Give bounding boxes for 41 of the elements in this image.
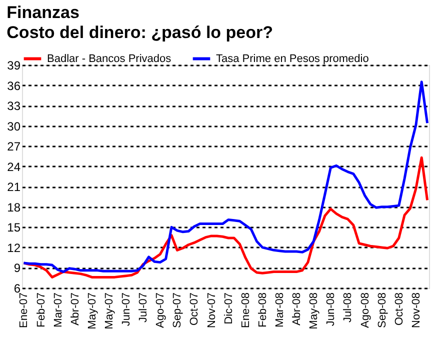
legend-label: Badlar - Bancos Privados <box>47 52 172 65</box>
x-tick-label: Abr-07 <box>69 292 82 326</box>
x-tick-label: Sep-07 <box>172 292 184 328</box>
y-tick-label: 39 <box>7 58 21 72</box>
chart-subtitle: Costo del dinero: ¿pasó lo peor? <box>6 23 273 42</box>
x-tick-label: Ago-07 <box>154 292 167 328</box>
x-tick-label: Feb-08 <box>256 292 269 328</box>
y-tick-label: 15 <box>7 220 21 235</box>
x-tick-label: Feb-07 <box>35 292 48 328</box>
y-tick-label: 6 <box>14 282 21 296</box>
x-tick-label: Jun-07 <box>120 292 133 326</box>
x-tick-label: Ene-07 <box>18 292 30 328</box>
chart-title: Finanzas <box>6 3 80 22</box>
y-tick-label: 12 <box>7 240 21 255</box>
x-tick-label: May-08 <box>308 292 320 330</box>
x-tick-label: Jul-08 <box>342 292 354 322</box>
y-tick-label: 21 <box>7 180 21 194</box>
x-tick-label: Abr-08 <box>291 292 304 326</box>
x-tick-label: Mar-07 <box>52 292 64 328</box>
line-series <box>22 80 429 274</box>
x-tick-label: Oct-08 <box>393 292 406 326</box>
x-tick-label: Jul-07 <box>138 292 150 322</box>
x-tick-label: Oct-07 <box>188 292 201 326</box>
y-tick-label: 18 <box>7 200 21 214</box>
x-tick-label: Nov-07 <box>206 292 218 328</box>
y-tick-label: 9 <box>14 261 21 276</box>
x-tick-label: Jun-08 <box>325 292 338 326</box>
legend-label: Tasa Prime en Pesos promedio <box>216 52 369 65</box>
x-tick-label: Ene-08 <box>240 292 252 328</box>
x-tick-label: Sep-08 <box>376 292 388 328</box>
x-tick-label: Dic-07 <box>222 292 235 324</box>
x-tick-label: Nov-08 <box>410 292 422 328</box>
x-tick-label: Ago-08 <box>359 292 372 328</box>
x-tick-label: May-07 <box>86 292 98 330</box>
x-tick-label: Mar-08 <box>274 292 286 328</box>
y-tick-label: 27 <box>7 140 21 154</box>
y-tick-label: 24 <box>7 160 21 174</box>
y-tick-label: 30 <box>7 119 21 134</box>
y-tick-label: 36 <box>7 78 21 93</box>
x-tick-label: May-07 <box>103 292 116 330</box>
y-tick-label: 33 <box>7 99 21 114</box>
